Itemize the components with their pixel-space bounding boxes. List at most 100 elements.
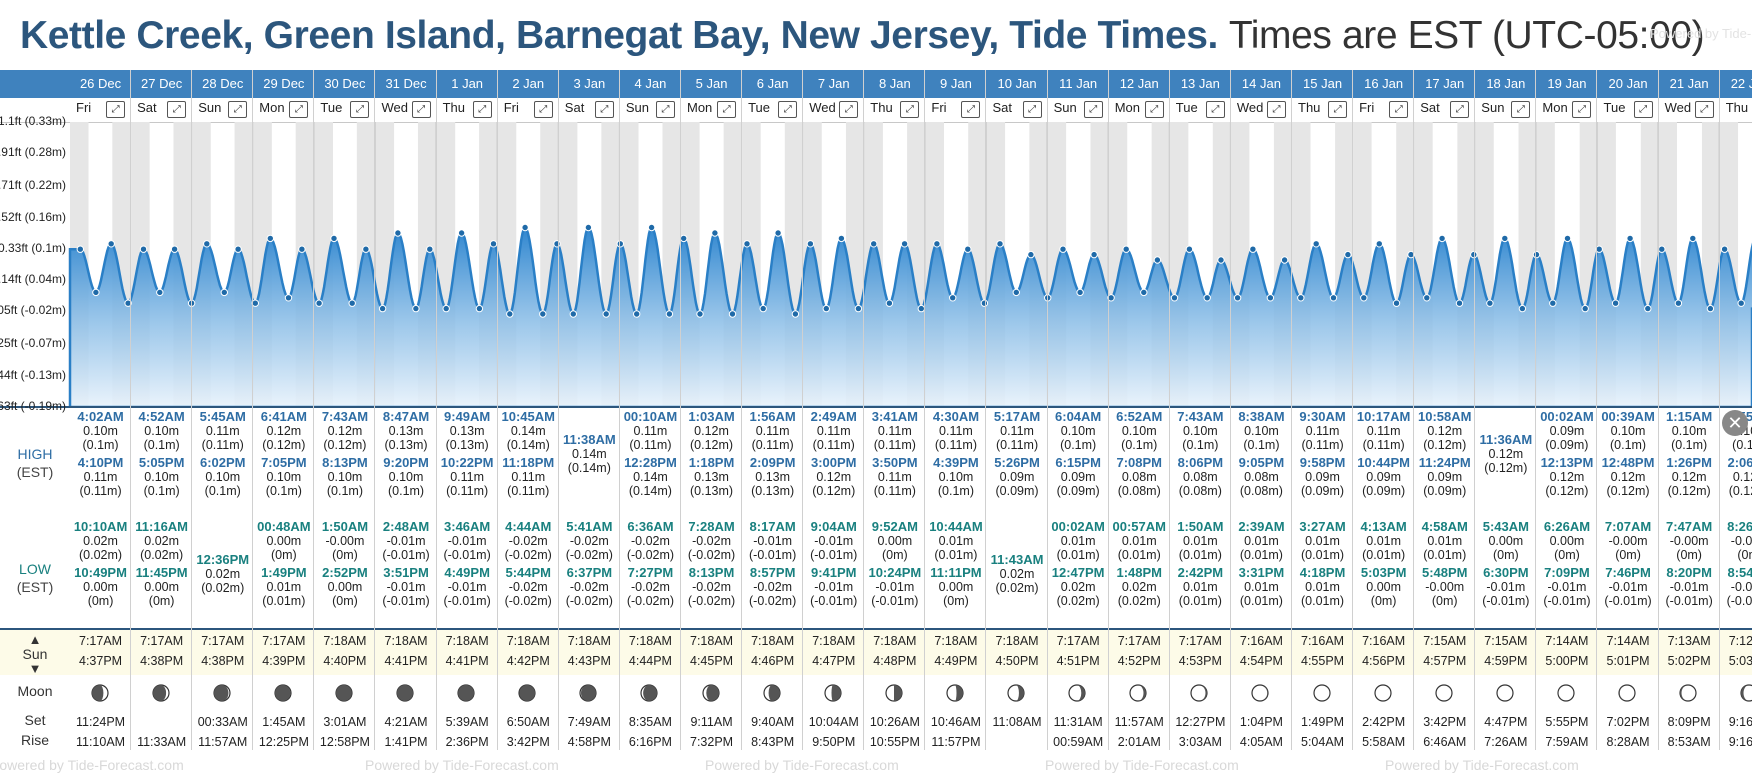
expand-icon[interactable]: ⤢ (1450, 101, 1470, 118)
sunset-time: 4:46PM (751, 654, 795, 668)
weekday-label: Mon (259, 100, 285, 115)
low-tide-cell: 6:26AM 0.00m (0m) 7:09PM -0.01m (-0.01m) (1536, 518, 1597, 696)
moonrise-time: 11:10AM (75, 735, 126, 749)
low-tide-height-paren: (0m) (1737, 548, 1752, 562)
sunrise-time: 7:18AM (323, 634, 367, 648)
sunset-time: 4:53PM (1178, 654, 1222, 668)
day-column: 4 Jan Sun ⤢ 00:10AM 0.11m (0.11m) 12:28PM 0.14m… (620, 70, 681, 750)
expand-icon[interactable]: ⤢ (900, 101, 920, 118)
high-tide-height: 0.11m (205, 424, 240, 438)
low-tide-time: 6:26AM (1543, 519, 1591, 534)
sunrise-time: 7:14AM (1606, 634, 1650, 648)
moon-phase-icon (1618, 684, 1636, 702)
low-tide-entry: 5:43AM 0.00m (0m) (1475, 520, 1536, 563)
moonset-time: 00:33AM (197, 715, 248, 729)
expand-icon[interactable]: ⤢ (533, 101, 553, 118)
sun-times: 7:13AM 5:02PM (1659, 628, 1720, 677)
low-tide-cell: 3:46AM -0.01m (-0.01m) 4:49PM -0.01m (-0.01m) (437, 518, 498, 696)
sun-band (0, 628, 1752, 677)
sunset-time: 4:57PM (1423, 654, 1467, 668)
expand-icon[interactable]: ⤢ (106, 101, 126, 118)
low-tide-height-paren: (-0.02m) (626, 548, 675, 562)
day-column: 2 Jan Fri ⤢ 10:45AM 0.14m (0.14m) 11:18PM 0.11m… (498, 70, 559, 750)
low-tide-time: 00:48AM (257, 519, 311, 534)
column-divider (435, 70, 437, 750)
expand-icon[interactable]: ⤢ (1389, 101, 1409, 118)
low-tide-point (885, 299, 894, 307)
high-tide-time: 9:58PM (1299, 455, 1346, 470)
low-tide-entry: 3:46AM -0.01m (-0.01m) (437, 520, 498, 563)
expand-icon[interactable]: ⤢ (717, 101, 737, 118)
expand-icon[interactable]: ⤢ (289, 101, 309, 118)
expand-icon[interactable]: ⤢ (1694, 101, 1714, 118)
sun-times: 7:18AM 4:41PM (437, 628, 498, 677)
weekday-label: Sun (1481, 100, 1505, 115)
low-tide-height: -0.01m (386, 534, 426, 548)
high-tide-entry: 10:58AM 0.12m (0.12m) (1414, 410, 1475, 453)
expand-icon[interactable]: ⤢ (839, 101, 859, 118)
high-tide-height-paren: (0.12m) (812, 484, 856, 498)
close-icon[interactable]: ✕ (1722, 410, 1748, 436)
expand-icon[interactable]: ⤢ (1633, 101, 1653, 118)
expand-icon[interactable]: ⤢ (411, 101, 431, 118)
low-tide-height: -0.00m (1608, 534, 1648, 548)
expand-icon[interactable]: ⤢ (1144, 101, 1164, 118)
column-divider (618, 70, 620, 750)
expand-icon[interactable]: ⤢ (167, 101, 187, 118)
expand-icon[interactable]: ⤢ (1266, 101, 1286, 118)
high-tide-entry: 7:43AM 0.10m (0.1m) (1170, 410, 1231, 453)
high-tide-height-paren: (0.11m) (812, 438, 855, 452)
expand-icon[interactable]: ⤢ (1083, 101, 1103, 118)
high-tide-height: 0.12m (327, 424, 363, 438)
high-tide-point (1470, 250, 1478, 259)
low-tide-height-paren: (-0.01m) (1604, 594, 1652, 608)
low-tide-time: 00:02AM (1051, 519, 1105, 534)
expand-icon[interactable]: ⤢ (1328, 101, 1348, 118)
high-tide-entry: 10:22PM 0.11m (0.11m) (437, 456, 498, 499)
high-tide-point (426, 245, 434, 253)
expand-icon[interactable]: ⤢ (961, 101, 981, 118)
expand-icon[interactable]: ⤢ (472, 101, 492, 118)
low-tide-entry: 3:31PM 0.01m (0.01m) (1231, 566, 1292, 609)
low-tide-entry: 12:47PM 0.02m (0.02m) (1048, 566, 1109, 609)
high-tide-entry: 10:45AM 0.14m (0.14m) (498, 410, 559, 453)
high-tide-height: 0.09m (1427, 470, 1463, 484)
moon-times: 7:02PM 8:28AM (1598, 712, 1659, 752)
moon-phase-icon (885, 684, 903, 702)
expand-icon[interactable]: ⤢ (594, 101, 614, 118)
low-label: LOW (EST) (16, 561, 54, 595)
low-tide-point (665, 310, 674, 318)
sun-label[interactable]: ▲ Sun ▼ (22, 632, 48, 676)
low-tide-height-paren: (0.01m) (1362, 548, 1406, 562)
low-tide-height: -0.02m (630, 534, 670, 548)
high-tide-entry: 5:05PM 0.10m (0.1m) (131, 456, 192, 499)
expand-icon[interactable]: ⤢ (1511, 101, 1531, 118)
expand-icon[interactable]: ⤢ (1205, 101, 1225, 118)
high-tide-cell: 7:43AM 0.10m (0.1m) 8:06PM 0.08m (0.08m) (1170, 408, 1231, 518)
high-tide-time: 4:30AM (932, 409, 980, 424)
low-tide-height: -0.02m (692, 580, 731, 594)
moonset-time: 1:04PM (1239, 715, 1283, 729)
low-tide-point (633, 310, 641, 318)
expand-icon[interactable]: ⤢ (655, 101, 675, 118)
high-tide-entry: 8:13PM 0.10m (0.1m) (314, 456, 375, 499)
low-tide-time: 7:09PM (1544, 565, 1590, 580)
high-tide-time: 00:02AM (1540, 409, 1594, 424)
low-tide-height: -0.01m (814, 534, 854, 548)
expand-icon[interactable]: ⤢ (228, 101, 248, 118)
low-tide-cell: 2:39AM 0.01m (0.01m) 3:31PM 0.01m (0.01m) (1231, 518, 1292, 696)
low-tide-height-paren: (-0.01m) (871, 594, 919, 608)
high-tide-height-paren: (0.14m) (628, 484, 672, 498)
expand-icon[interactable]: ⤢ (1022, 101, 1042, 118)
high-tide-point (1375, 240, 1384, 248)
expand-icon[interactable]: ⤢ (778, 101, 798, 118)
low-tide-time: 2:48AM (382, 519, 430, 534)
sunrise-time: 7:17AM (1117, 634, 1161, 648)
expand-icon[interactable]: ⤢ (350, 101, 370, 118)
moon-times: 2:42PM 5:58AM (1353, 712, 1414, 752)
column-divider (924, 70, 926, 750)
low-tide-point (1297, 294, 1305, 302)
expand-icon[interactable]: ⤢ (1572, 101, 1592, 118)
high-tide-time: 7:43AM (321, 409, 369, 424)
y-tick-label: -0.05ft (-0.02m) (0, 303, 66, 318)
